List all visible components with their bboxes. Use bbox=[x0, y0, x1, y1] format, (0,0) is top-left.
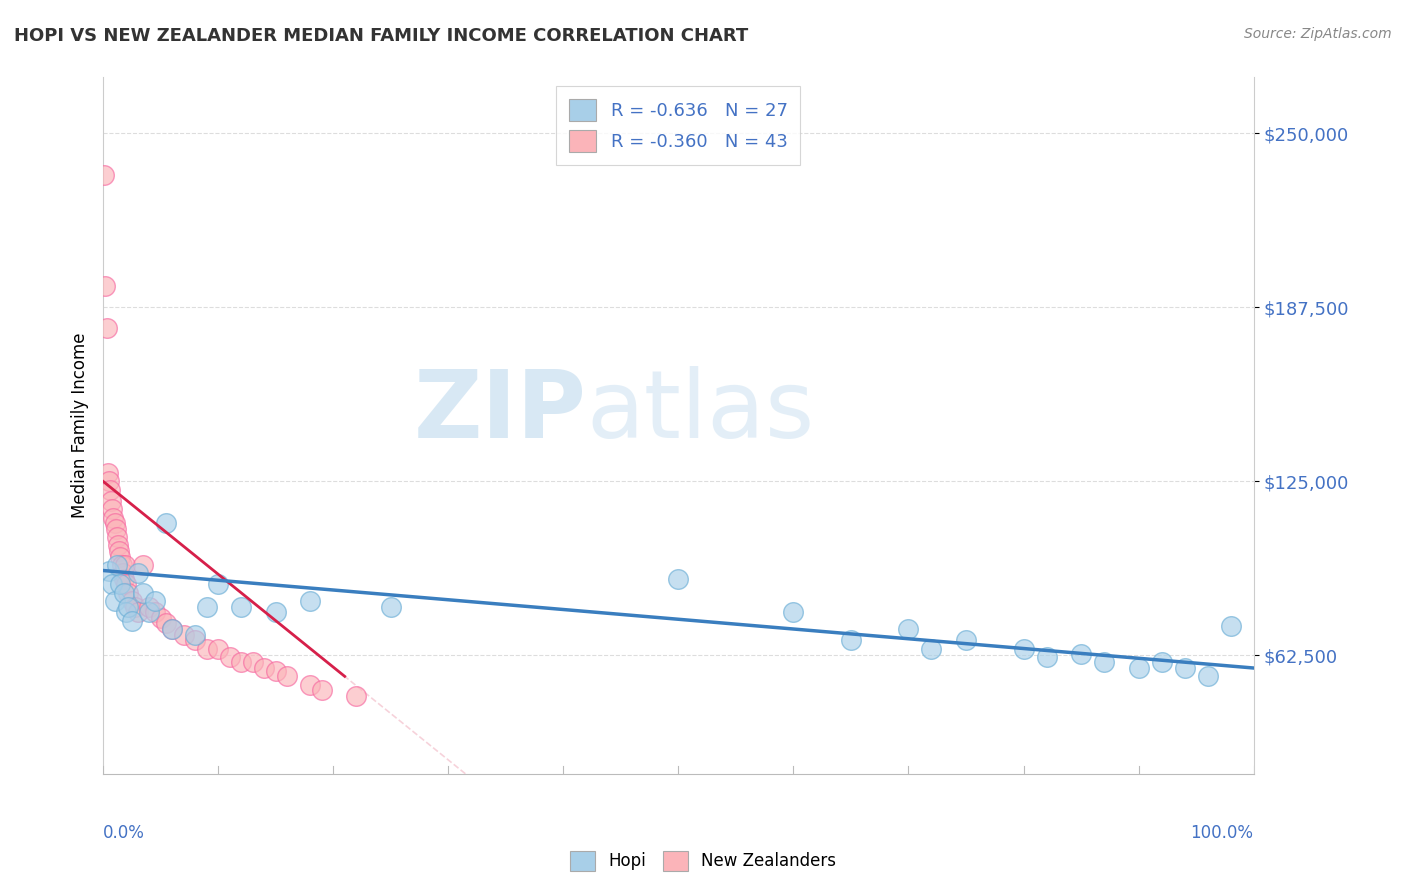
Point bbox=[264, 605, 287, 619]
Point bbox=[1150, 656, 1173, 670]
Point bbox=[195, 641, 218, 656]
Point bbox=[112, 586, 135, 600]
Y-axis label: Median Family Income: Median Family Income bbox=[72, 333, 89, 518]
Point bbox=[264, 664, 287, 678]
Point bbox=[1174, 661, 1197, 675]
Point bbox=[115, 577, 138, 591]
Point bbox=[127, 566, 149, 581]
Point bbox=[149, 611, 172, 625]
Point bbox=[132, 558, 155, 572]
Point bbox=[184, 627, 207, 641]
Point bbox=[121, 614, 143, 628]
Point bbox=[104, 516, 127, 530]
Text: 0.0%: 0.0% bbox=[103, 824, 145, 842]
Point bbox=[94, 279, 117, 293]
Point bbox=[1035, 649, 1057, 664]
Point bbox=[97, 466, 120, 480]
Point bbox=[115, 605, 138, 619]
Text: HOPI VS NEW ZEALANDER MEDIAN FAMILY INCOME CORRELATION CHART: HOPI VS NEW ZEALANDER MEDIAN FAMILY INCO… bbox=[14, 27, 748, 45]
Point bbox=[143, 605, 166, 619]
Point bbox=[124, 599, 146, 614]
Point bbox=[143, 594, 166, 608]
Point bbox=[155, 616, 177, 631]
Point bbox=[103, 510, 125, 524]
Point bbox=[344, 689, 367, 703]
Point bbox=[114, 558, 136, 572]
Point bbox=[117, 586, 139, 600]
Point bbox=[1128, 661, 1150, 675]
Point bbox=[107, 538, 129, 552]
Point bbox=[105, 558, 128, 572]
Point bbox=[299, 594, 322, 608]
Point bbox=[184, 633, 207, 648]
Text: 100.0%: 100.0% bbox=[1191, 824, 1254, 842]
Point bbox=[111, 566, 134, 581]
Point bbox=[207, 641, 229, 656]
Legend: R = -0.636   N = 27, R = -0.360   N = 43: R = -0.636 N = 27, R = -0.360 N = 43 bbox=[557, 87, 800, 165]
Point bbox=[96, 321, 118, 335]
Point bbox=[112, 572, 135, 586]
Point bbox=[1092, 656, 1115, 670]
Point bbox=[110, 577, 132, 591]
Point bbox=[1219, 619, 1241, 633]
Text: ZIP: ZIP bbox=[413, 366, 586, 458]
Point bbox=[100, 494, 122, 508]
Point bbox=[253, 661, 276, 675]
Point bbox=[101, 577, 124, 591]
Point bbox=[104, 522, 127, 536]
Point bbox=[110, 549, 132, 564]
Point bbox=[207, 577, 229, 591]
Point bbox=[101, 502, 124, 516]
Point bbox=[231, 656, 253, 670]
Point bbox=[138, 605, 160, 619]
Text: atlas: atlas bbox=[586, 366, 814, 458]
Point bbox=[299, 678, 322, 692]
Legend: Hopi, New Zealanders: Hopi, New Zealanders bbox=[561, 842, 845, 880]
Point bbox=[218, 649, 240, 664]
Point bbox=[920, 641, 942, 656]
Point bbox=[897, 622, 920, 636]
Point bbox=[276, 669, 298, 683]
Point bbox=[839, 633, 862, 648]
Point bbox=[231, 599, 253, 614]
Point bbox=[98, 483, 121, 497]
Point bbox=[155, 516, 177, 530]
Text: Source: ZipAtlas.com: Source: ZipAtlas.com bbox=[1244, 27, 1392, 41]
Point bbox=[160, 622, 183, 636]
Point bbox=[1197, 669, 1219, 683]
Point bbox=[97, 475, 120, 489]
Point bbox=[173, 627, 195, 641]
Point bbox=[1012, 641, 1035, 656]
Point bbox=[127, 605, 149, 619]
Point bbox=[93, 168, 115, 182]
Point bbox=[121, 594, 143, 608]
Point bbox=[104, 594, 127, 608]
Point bbox=[666, 572, 689, 586]
Point bbox=[132, 586, 155, 600]
Point bbox=[782, 605, 804, 619]
Point bbox=[110, 558, 132, 572]
Point bbox=[105, 530, 128, 544]
Point bbox=[117, 599, 139, 614]
Point bbox=[97, 564, 120, 578]
Point bbox=[108, 544, 131, 558]
Point bbox=[138, 599, 160, 614]
Point bbox=[311, 683, 333, 698]
Point bbox=[1070, 647, 1092, 661]
Point bbox=[380, 599, 402, 614]
Point bbox=[955, 633, 977, 648]
Point bbox=[195, 599, 218, 614]
Point bbox=[160, 622, 183, 636]
Point bbox=[242, 656, 264, 670]
